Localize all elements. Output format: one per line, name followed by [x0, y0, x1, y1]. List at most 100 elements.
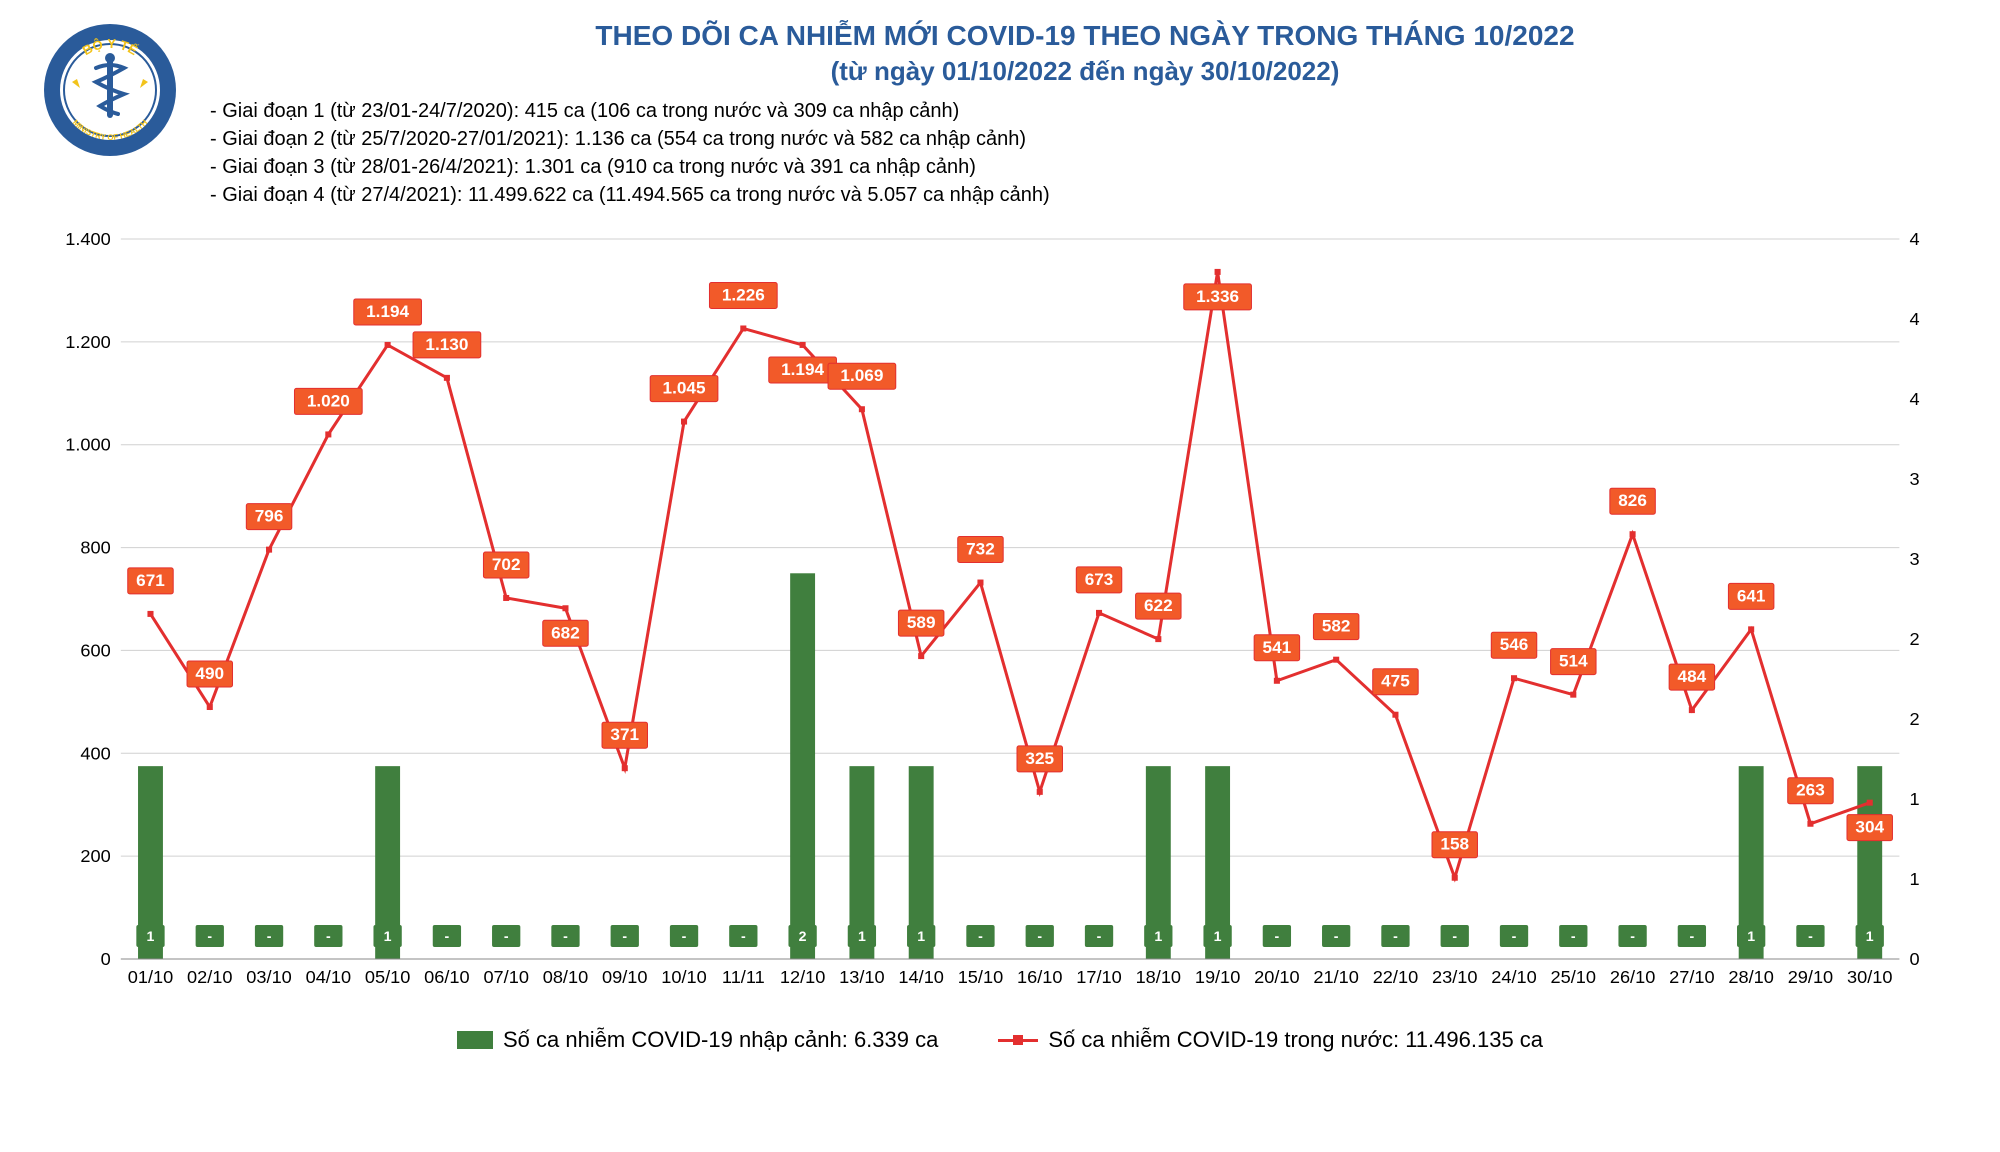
svg-text:4: 4 — [1909, 389, 1919, 409]
svg-text:304: 304 — [1855, 818, 1884, 837]
svg-text:04/10: 04/10 — [306, 967, 351, 987]
svg-text:-: - — [1037, 928, 1042, 944]
svg-text:-: - — [1512, 928, 1517, 944]
ministry-logo: BỘ Y TẾ MINISTRY OF HEALTH — [40, 20, 180, 160]
svg-text:1: 1 — [1747, 928, 1755, 944]
svg-text:1: 1 — [1866, 928, 1874, 944]
svg-text:-: - — [978, 928, 983, 944]
svg-text:589: 589 — [907, 613, 936, 632]
svg-text:18/10: 18/10 — [1136, 967, 1181, 987]
svg-text:19/10: 19/10 — [1195, 967, 1240, 987]
svg-text:11/11: 11/11 — [722, 967, 765, 987]
svg-text:3: 3 — [1909, 549, 1919, 569]
svg-text:1.045: 1.045 — [663, 379, 706, 398]
svg-text:-: - — [1690, 928, 1695, 944]
header: BỘ Y TẾ MINISTRY OF HEALTH THEO DÕI CA N… — [40, 20, 1960, 209]
svg-text:546: 546 — [1500, 635, 1529, 654]
chart-title: THEO DÕI CA NHIỄM MỚI COVID-19 THEO NGÀY… — [210, 20, 1960, 52]
svg-text:-: - — [1571, 928, 1576, 944]
svg-text:2: 2 — [1909, 629, 1919, 649]
svg-text:0: 0 — [101, 949, 111, 969]
svg-text:600: 600 — [80, 641, 110, 661]
svg-text:17/10: 17/10 — [1076, 967, 1121, 987]
svg-text:682: 682 — [551, 623, 580, 642]
svg-text:200: 200 — [80, 846, 110, 866]
svg-text:-: - — [504, 928, 509, 944]
svg-text:23/10: 23/10 — [1432, 967, 1477, 987]
svg-text:1: 1 — [1909, 789, 1919, 809]
svg-text:27/10: 27/10 — [1669, 967, 1714, 987]
svg-text:1.130: 1.130 — [425, 335, 468, 354]
svg-text:12/10: 12/10 — [780, 967, 825, 987]
svg-text:16/10: 16/10 — [1017, 967, 1062, 987]
svg-text:-: - — [445, 928, 450, 944]
svg-text:0: 0 — [1909, 949, 1919, 969]
svg-text:826: 826 — [1618, 491, 1647, 510]
svg-text:29/10: 29/10 — [1788, 967, 1833, 987]
svg-text:09/10: 09/10 — [602, 967, 647, 987]
svg-text:15/10: 15/10 — [958, 967, 1003, 987]
svg-text:14/10: 14/10 — [898, 967, 943, 987]
phase-line: - Giai đoạn 3 (từ 28/01-26/4/2021): 1.30… — [210, 153, 1960, 181]
phase-line: - Giai đoạn 1 (từ 23/01-24/7/2020): 415 … — [210, 97, 1960, 125]
svg-text:484: 484 — [1678, 667, 1707, 686]
svg-text:2: 2 — [1909, 709, 1919, 729]
svg-text:371: 371 — [610, 725, 639, 744]
legend: Số ca nhiễm COVID-19 nhập cảnh: 6.339 ca… — [40, 1027, 1960, 1053]
svg-text:732: 732 — [966, 540, 995, 559]
svg-text:-: - — [1393, 928, 1398, 944]
svg-text:622: 622 — [1144, 596, 1173, 615]
svg-text:22/10: 22/10 — [1373, 967, 1418, 987]
svg-text:158: 158 — [1440, 835, 1469, 854]
svg-text:13/10: 13/10 — [839, 967, 884, 987]
svg-text:1: 1 — [384, 928, 392, 944]
svg-text:-: - — [1452, 928, 1457, 944]
svg-text:30/10: 30/10 — [1847, 967, 1892, 987]
svg-text:702: 702 — [492, 555, 521, 574]
svg-text:263: 263 — [1796, 781, 1825, 800]
legend-item-line: Số ca nhiễm COVID-19 trong nước: 11.496.… — [998, 1027, 1543, 1053]
bar — [790, 573, 815, 959]
svg-text:475: 475 — [1381, 672, 1410, 691]
svg-text:1: 1 — [147, 928, 155, 944]
phase-line: - Giai đoạn 2 (từ 25/7/2020-27/01/2021):… — [210, 125, 1960, 153]
title-block: THEO DÕI CA NHIỄM MỚI COVID-19 THEO NGÀY… — [210, 20, 1960, 209]
svg-text:1.400: 1.400 — [65, 229, 110, 249]
svg-text:1.020: 1.020 — [307, 392, 350, 411]
svg-text:05/10: 05/10 — [365, 967, 410, 987]
svg-text:2: 2 — [799, 928, 807, 944]
svg-text:24/10: 24/10 — [1491, 967, 1536, 987]
chart-area: 02004006008001.0001.2001.400011223344410… — [40, 219, 1960, 1019]
svg-text:28/10: 28/10 — [1728, 967, 1773, 987]
line-series — [150, 272, 1869, 878]
svg-text:-: - — [1630, 928, 1635, 944]
svg-text:490: 490 — [195, 664, 224, 683]
svg-text:02/10: 02/10 — [187, 967, 232, 987]
svg-text:-: - — [1334, 928, 1339, 944]
svg-text:03/10: 03/10 — [246, 967, 291, 987]
svg-text:-: - — [622, 928, 627, 944]
phase-notes: - Giai đoạn 1 (từ 23/01-24/7/2020): 415 … — [210, 97, 1960, 209]
svg-text:26/10: 26/10 — [1610, 967, 1655, 987]
svg-text:1.069: 1.069 — [840, 366, 883, 385]
bar-swatch-icon — [457, 1031, 493, 1049]
svg-text:-: - — [682, 928, 687, 944]
svg-text:673: 673 — [1085, 570, 1114, 589]
svg-text:1.000: 1.000 — [65, 435, 110, 455]
legend-item-bar: Số ca nhiễm COVID-19 nhập cảnh: 6.339 ca — [457, 1027, 938, 1053]
svg-text:1: 1 — [1214, 928, 1222, 944]
svg-text:400: 400 — [80, 743, 110, 763]
svg-text:-: - — [207, 928, 212, 944]
svg-text:1: 1 — [1909, 869, 1919, 889]
phase-line: - Giai đoạn 4 (từ 27/4/2021): 11.499.622… — [210, 181, 1960, 209]
svg-text:08/10: 08/10 — [543, 967, 588, 987]
line-swatch-icon — [998, 1039, 1038, 1042]
svg-text:-: - — [326, 928, 331, 944]
svg-text:-: - — [1275, 928, 1280, 944]
svg-text:-: - — [1097, 928, 1102, 944]
svg-text:1: 1 — [917, 928, 925, 944]
svg-text:796: 796 — [255, 507, 284, 526]
svg-text:-: - — [741, 928, 746, 944]
svg-text:07/10: 07/10 — [483, 967, 528, 987]
svg-text:10/10: 10/10 — [661, 967, 706, 987]
